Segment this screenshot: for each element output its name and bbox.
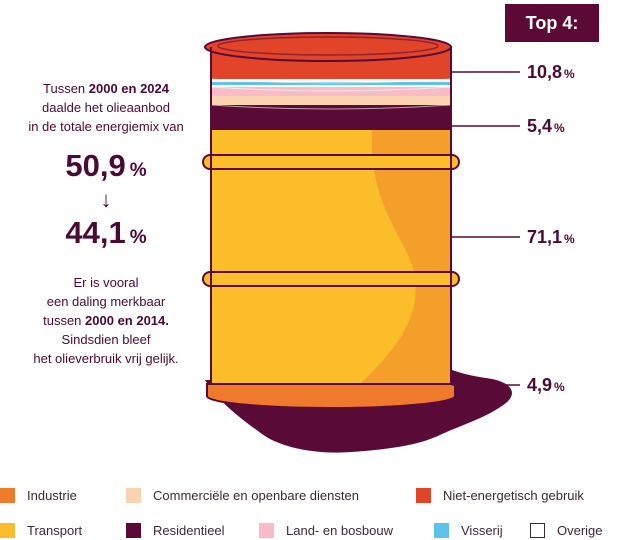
callout-niet-energetisch: 10,8%	[527, 62, 575, 84]
callout-residentieel: 5,4%	[527, 116, 565, 138]
legend-label-industrie: Industrie	[27, 487, 77, 503]
barrel-hoop-lower	[202, 271, 460, 287]
intro-text: Tussen 2000 en 2024 daalde het olieaanbo…	[0, 79, 212, 136]
legend-item-transport: Transport	[0, 520, 82, 540]
barrel-body	[202, 32, 460, 409]
overige-segment	[211, 79, 451, 82]
legend-swatch-commercieel	[126, 487, 141, 503]
detail-line-3: tussen	[43, 313, 86, 328]
legend: Industrie Commerciële en openbare dienst…	[0, 480, 626, 540]
legend-label-residentieel: Residentieel	[153, 522, 225, 538]
intro-line-1: Tussen	[43, 81, 89, 96]
barrel-curve-0	[210, 78, 452, 84]
legend-swatch-visserij	[434, 522, 449, 538]
overige-segment-2	[211, 85, 451, 87]
down-arrow-icon: ↓	[100, 187, 112, 212]
barrel-hoop-upper	[202, 154, 460, 170]
callout-niet-energetisch-value: 10,8	[527, 62, 563, 82]
legend-label-transport: Transport	[27, 522, 83, 538]
detail-line-5: het olieverbruik vrij gelijk.	[33, 351, 179, 366]
detail-line-4: Sindsdien bleef	[61, 332, 151, 347]
callout-industrie-unit: %	[554, 380, 565, 394]
legend-item-industrie: Industrie	[0, 485, 77, 505]
barrel-curve-2	[210, 104, 452, 110]
callout-transport-value: 71,1	[527, 227, 563, 247]
start-value-number: 50,9	[65, 148, 126, 183]
legend-item-commercieel: Commerciële en openbare diensten	[126, 485, 359, 505]
intro-line-2: daalde het olieaanbod	[42, 100, 170, 115]
intro-line-3: in de totale energiemix van	[28, 119, 184, 134]
end-value-unit: %	[129, 227, 147, 248]
end-value-number: 44,1	[65, 215, 126, 250]
legend-swatch-industrie	[0, 487, 15, 503]
legend-label-visserij: Visserij	[461, 522, 503, 538]
legend-item-land-bosbouw: Land- en bosbouw	[259, 520, 393, 540]
detail-line-1: Er is vooral	[73, 275, 139, 290]
industrie-segment	[206, 383, 456, 409]
detail-years: 2000 en 2014.	[85, 313, 169, 328]
barrel-shade	[360, 130, 451, 384]
callout-industrie-value: 4,9	[527, 375, 553, 395]
callout-transport: 71,1%	[527, 227, 575, 249]
intro-years: 2000 en 2024	[88, 81, 169, 96]
start-value: 50,9%	[0, 147, 212, 190]
legend-item-overige: Overige	[530, 520, 603, 540]
callout-residentieel-unit: %	[554, 121, 565, 135]
legend-item-niet-energetisch: Niet-energetisch gebruik	[416, 485, 584, 505]
legend-swatch-overige	[530, 522, 545, 538]
end-value: 44,1%	[0, 214, 212, 257]
legend-label-commercieel: Commerciële en openbare diensten	[153, 487, 359, 503]
legend-item-residentieel: Residentieel	[126, 520, 225, 540]
legend-label-land-bosbouw: Land- en bosbouw	[286, 522, 393, 538]
start-value-unit: %	[129, 160, 147, 181]
barrel-curve-1	[210, 86, 452, 92]
legend-swatch-residentieel	[126, 522, 141, 538]
callout-industrie: 4,9%	[527, 375, 565, 397]
detail-line-2: een daling merkbaar	[46, 294, 166, 309]
callout-niet-energetisch-unit: %	[564, 67, 575, 81]
callout-residentieel-value: 5,4	[527, 116, 553, 136]
top4-badge: Top 4:	[505, 4, 599, 42]
oil-barrel-chart	[202, 32, 520, 453]
legend-item-visserij: Visserij	[434, 520, 503, 540]
legend-swatch-transport	[0, 522, 15, 538]
detail-text: Er is vooral een daling merkbaar tussen …	[0, 273, 212, 368]
legend-label-overige: Overige	[557, 522, 603, 538]
legend-swatch-niet-energetisch	[416, 487, 431, 503]
legend-label-niet-energetisch: Niet-energetisch gebruik	[443, 487, 584, 503]
callout-transport-unit: %	[564, 232, 575, 246]
barrel-lid-rim	[217, 36, 439, 56]
commercieel-segment	[211, 96, 451, 105]
legend-swatch-land-bosbouw	[259, 522, 274, 538]
